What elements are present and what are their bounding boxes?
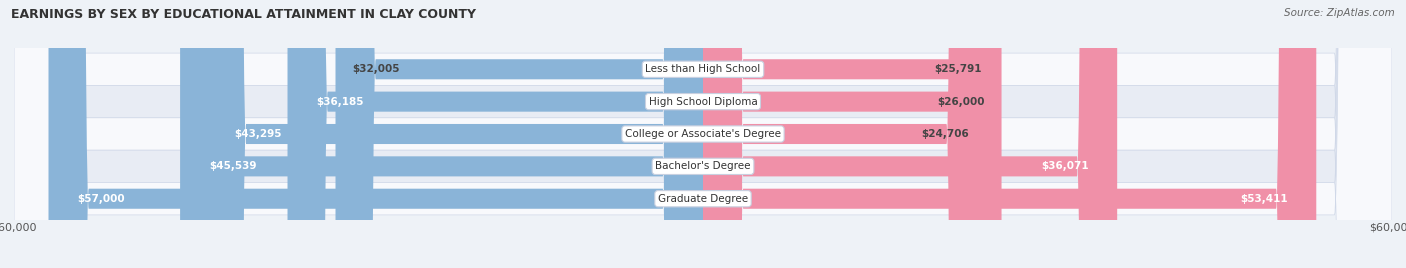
FancyBboxPatch shape — [48, 0, 703, 268]
Text: Bachelor's Degree: Bachelor's Degree — [655, 161, 751, 171]
Text: $32,005: $32,005 — [353, 64, 401, 74]
Text: High School Diploma: High School Diploma — [648, 97, 758, 107]
FancyBboxPatch shape — [180, 0, 703, 268]
Text: Source: ZipAtlas.com: Source: ZipAtlas.com — [1284, 8, 1395, 18]
Text: $26,000: $26,000 — [936, 97, 984, 107]
Text: College or Associate's Degree: College or Associate's Degree — [626, 129, 780, 139]
FancyBboxPatch shape — [703, 0, 1316, 268]
Text: $45,539: $45,539 — [209, 161, 256, 171]
FancyBboxPatch shape — [336, 0, 703, 268]
Text: Graduate Degree: Graduate Degree — [658, 194, 748, 204]
Text: $25,791: $25,791 — [935, 64, 981, 74]
FancyBboxPatch shape — [14, 0, 1392, 268]
FancyBboxPatch shape — [703, 0, 1001, 268]
FancyBboxPatch shape — [14, 0, 1392, 268]
Text: EARNINGS BY SEX BY EDUCATIONAL ATTAINMENT IN CLAY COUNTY: EARNINGS BY SEX BY EDUCATIONAL ATTAINMEN… — [11, 8, 477, 21]
FancyBboxPatch shape — [14, 0, 1392, 268]
FancyBboxPatch shape — [14, 0, 1392, 268]
Text: $53,411: $53,411 — [1240, 194, 1288, 204]
FancyBboxPatch shape — [14, 0, 1392, 268]
Text: $36,071: $36,071 — [1040, 161, 1088, 171]
FancyBboxPatch shape — [703, 0, 1000, 268]
FancyBboxPatch shape — [703, 0, 987, 268]
Text: $36,185: $36,185 — [316, 97, 364, 107]
FancyBboxPatch shape — [205, 0, 703, 268]
Text: $43,295: $43,295 — [235, 129, 283, 139]
Text: $57,000: $57,000 — [77, 194, 125, 204]
FancyBboxPatch shape — [287, 0, 703, 268]
Text: Less than High School: Less than High School — [645, 64, 761, 74]
FancyBboxPatch shape — [703, 0, 1118, 268]
Text: $24,706: $24,706 — [922, 129, 970, 139]
